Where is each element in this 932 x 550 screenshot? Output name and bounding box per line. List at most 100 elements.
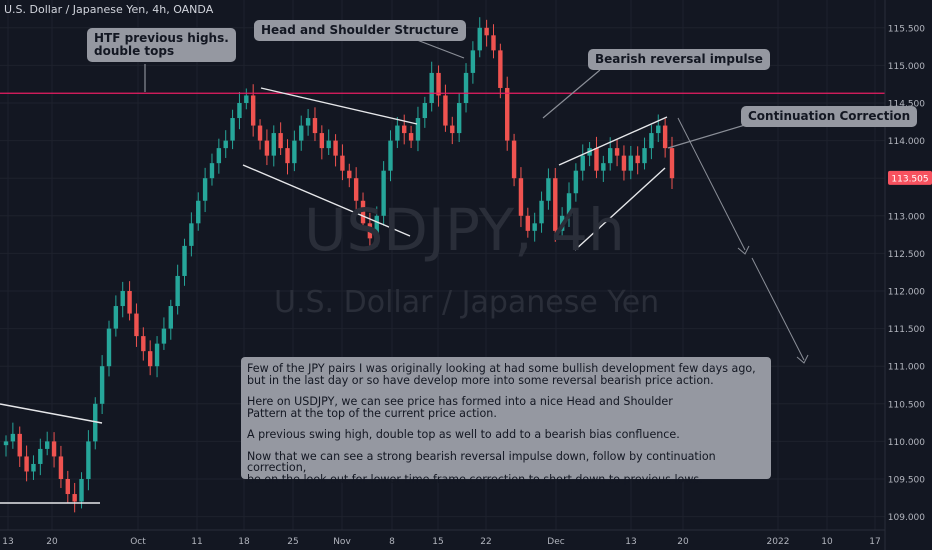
candle-body [237, 103, 242, 119]
candle-body [429, 72, 434, 103]
price-tick-label: 110.500 [888, 400, 925, 410]
candle-body [505, 87, 510, 141]
candle-body [244, 95, 249, 103]
candle-body [546, 178, 551, 201]
pointer-head-shoulder [416, 39, 465, 59]
candle-body [161, 328, 167, 344]
candle-body [285, 148, 290, 164]
time-tick-label: 10 [821, 537, 833, 547]
candle-body [360, 200, 366, 224]
candle-body [491, 35, 496, 51]
candle-body [99, 366, 105, 404]
candle-body [415, 118, 421, 141]
candle-body [662, 125, 668, 149]
trendline-hs-lower [242, 164, 411, 237]
candle-body [120, 291, 125, 307]
projection-leg-1 [677, 117, 746, 251]
candle-body [216, 148, 222, 164]
trendline-wedge-upper [558, 116, 668, 166]
price-badge-bg [888, 170, 932, 185]
candle-body [51, 441, 57, 457]
time-tick-label: 8 [389, 537, 395, 547]
candle-body [353, 178, 359, 201]
watermark-name: U.S. Dollar / Japanese Yen [274, 285, 660, 320]
candle-body [106, 328, 112, 367]
candle-body [230, 118, 235, 141]
time-tick-label: 2022 [767, 537, 790, 547]
note-paragraph-2: Here on USDJPY, we can see price has for… [247, 395, 673, 420]
candle-body [601, 163, 606, 171]
candle-body [635, 155, 640, 164]
candle-body [154, 343, 160, 367]
candle-body [44, 441, 50, 449]
time-tick-label: Dec [547, 537, 564, 547]
candle-body [65, 479, 70, 495]
candle-body [17, 433, 22, 457]
last-price-badge: 113.505 [888, 170, 932, 185]
candle-body [189, 223, 194, 246]
projection-arrow-1 [737, 245, 750, 255]
time-tick-label: 17 [869, 537, 880, 547]
price-tick-label: 112.500 [888, 250, 925, 260]
candle-body [642, 148, 647, 164]
price-tick-label: 110.000 [888, 438, 925, 448]
candle-series [3, 17, 675, 513]
price-tick-label: 114.500 [888, 100, 925, 110]
price-tick-label: 111.000 [888, 363, 925, 373]
analysis-note[interactable]: Few of the JPY pairs I was originally lo… [241, 357, 771, 485]
candle-body [196, 200, 201, 224]
price-tick-label: 109.000 [888, 513, 925, 523]
candle-body [367, 223, 373, 239]
candle-body [326, 140, 331, 149]
chart-header: U.S. Dollar / Japanese Yen, 4h, OANDA [4, 3, 214, 16]
candle-body [250, 95, 256, 126]
candle-body [3, 441, 9, 446]
callout-bearish-impulse[interactable]: Bearish reversal impulse [588, 49, 770, 70]
candle-body [484, 27, 489, 36]
candle-body [669, 148, 675, 179]
candle-body [580, 155, 585, 171]
candle-body [209, 163, 215, 179]
candle-body [182, 245, 187, 276]
time-tick-label: 25 [287, 537, 298, 547]
price-tick-label: 114.000 [888, 137, 925, 147]
candle-body [72, 494, 77, 502]
candle-body [10, 433, 16, 442]
callout-head-shoulder[interactable]: Head and Shoulder Structure [254, 20, 466, 41]
note-paragraph-1: Few of the JPY pairs I was originally lo… [247, 362, 756, 387]
price-tick-label: 115.000 [888, 62, 925, 72]
candle-body [628, 155, 634, 171]
candle-body [127, 291, 132, 314]
price-tick-label: 111.500 [888, 325, 925, 335]
candle-body [168, 306, 173, 329]
callout-htf-highs[interactable]: HTF previous highs. double tops [87, 28, 236, 62]
pointer-bearish [542, 69, 601, 119]
time-axis: 13 20 Oct 11 18 25 Nov 8 15 22 Dec 13 20 2022 10 17 [2, 537, 880, 547]
candle-body [443, 95, 448, 126]
candle-body [621, 155, 627, 171]
time-tick-label: 13 [625, 537, 636, 547]
candle-body [271, 133, 276, 156]
candle-body [312, 118, 318, 134]
candle-body [278, 133, 283, 149]
candle-body [24, 456, 29, 472]
candle-body [319, 133, 325, 149]
candle-body [395, 125, 400, 141]
candle-body [202, 178, 208, 201]
candle-body [608, 148, 613, 164]
candle-body [223, 140, 228, 149]
trendline-hs-upper [260, 87, 418, 125]
candle-body [436, 72, 441, 96]
note-paragraph-4: Now that we can see a strong bearish rev… [247, 449, 716, 486]
candle-body [38, 448, 43, 464]
candle-body [402, 125, 407, 134]
pointer-continuation [667, 124, 746, 149]
candle-body [422, 103, 428, 119]
trendline-wedge-lower [574, 167, 666, 251]
candle-body [553, 178, 558, 231]
candle-body [656, 125, 661, 134]
candle-body [340, 155, 345, 171]
callout-continuation[interactable]: Continuation Correction [741, 106, 918, 127]
candle-body [525, 215, 531, 231]
